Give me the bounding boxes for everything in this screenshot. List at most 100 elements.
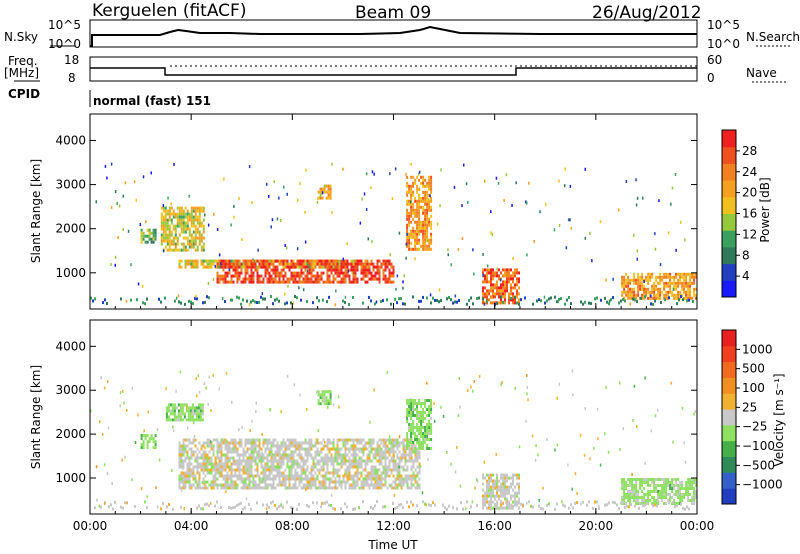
data-region bbox=[621, 478, 697, 505]
nave-tick-bottom: 0 bbox=[707, 71, 715, 85]
freq-tick-top: 18 bbox=[64, 53, 80, 67]
nsearch-tick-top: 10^5 bbox=[707, 18, 740, 32]
colorbar-segment bbox=[722, 472, 736, 489]
colorbar-segment bbox=[722, 456, 736, 473]
colorbar-tick-label: 100 bbox=[742, 381, 765, 395]
scatter-echoes bbox=[95, 162, 686, 307]
colorbar-segment bbox=[722, 440, 736, 457]
power-heatmap bbox=[90, 162, 697, 307]
x-tick-label: 04:00 bbox=[174, 519, 209, 533]
nsky-trace bbox=[90, 25, 697, 47]
data-region bbox=[406, 175, 433, 251]
colorbar-segment bbox=[722, 146, 736, 164]
colorbar-segment bbox=[722, 130, 736, 148]
power-axes: 1000 2000 3000 4000 bbox=[55, 114, 698, 309]
velocity-colorbar: 1000 500 100 25 −25 −100 −500 −1000 bbox=[721, 329, 783, 505]
colorbar-segment bbox=[722, 393, 736, 410]
x-tick-label: 12:00 bbox=[376, 519, 411, 533]
cpid-value: normal (fast) 151 bbox=[93, 94, 211, 108]
colorbar-segment bbox=[722, 409, 736, 426]
data-region bbox=[482, 473, 520, 510]
colorbar-segment bbox=[722, 330, 736, 347]
colorbar-segment bbox=[722, 263, 736, 281]
colorbar-tick-label: 16 bbox=[742, 207, 757, 221]
nave-tick-top: 60 bbox=[707, 53, 723, 67]
colorbar-segment bbox=[722, 180, 736, 198]
y-tick-label: 4000 bbox=[55, 133, 86, 147]
colorbar-tick-label: −100 bbox=[742, 439, 775, 453]
x-tick-label: 00:00 bbox=[73, 519, 108, 533]
freq-unit: [MHz] bbox=[4, 66, 40, 80]
data-region bbox=[482, 268, 520, 305]
colorbar-tick-label: 12 bbox=[742, 227, 757, 241]
freq-tick-bottom: 8 bbox=[68, 71, 76, 85]
x-tick-label: 16:00 bbox=[477, 519, 512, 533]
x-tick-label: 00:00 bbox=[680, 519, 715, 533]
y-tick-label: 4000 bbox=[55, 339, 86, 353]
nsky-label: N.Sky bbox=[4, 30, 39, 44]
velocity-colorbar-label: Velocity [m s⁻¹] bbox=[772, 373, 786, 466]
nsearch-label: N.Search bbox=[746, 30, 800, 44]
nsky-tick-bottom: 10^0 bbox=[48, 37, 81, 51]
velocity-heatmap bbox=[90, 369, 697, 511]
data-region bbox=[140, 228, 157, 244]
near-range-band bbox=[90, 295, 694, 306]
colorbar-tick-label: 25 bbox=[742, 400, 757, 414]
colorbar-tick-label: −500 bbox=[742, 458, 775, 472]
freq-label: Freq. bbox=[8, 54, 38, 68]
freq-panel-frame bbox=[89, 56, 698, 82]
x-tick-label: 20:00 bbox=[579, 519, 614, 533]
y-tick-label: 1000 bbox=[55, 266, 86, 280]
data-region bbox=[178, 438, 421, 490]
x-tick-label: 08:00 bbox=[275, 519, 310, 533]
data-region bbox=[140, 434, 157, 450]
velocity-axes: 00:00 04:00 08:00 12:00 16:00 20:00 00:00 1000 2… bbox=[55, 320, 714, 533]
colorbar-tick-label: −25 bbox=[742, 420, 767, 434]
cpid-label: CPID bbox=[8, 87, 41, 101]
nsearch-tick-bottom: 10^0 bbox=[707, 37, 740, 51]
colorbar-segment bbox=[722, 213, 736, 231]
y-tick-label: 1000 bbox=[55, 471, 86, 485]
beam-title: Beam 09 bbox=[355, 3, 432, 23]
station-title: Kerguelen (fitACF) bbox=[92, 1, 247, 21]
colorbar-tick-label: 1000 bbox=[742, 342, 773, 356]
colorbar-segment bbox=[722, 230, 736, 248]
x-axis-label: Time UT bbox=[367, 538, 418, 552]
date-title: 26/Aug/2012 bbox=[592, 3, 702, 23]
colorbar-segment bbox=[722, 488, 736, 505]
colorbar-segment bbox=[722, 377, 736, 394]
data-region bbox=[160, 206, 205, 252]
colorbar-segment bbox=[722, 280, 736, 298]
colorbar-segment bbox=[722, 163, 736, 181]
data-region bbox=[621, 272, 697, 300]
power-colorbar: 28 24 20 16 12 8 4 bbox=[721, 129, 757, 298]
colorbar-tick-label: 4 bbox=[742, 269, 750, 283]
colorbar-segment bbox=[722, 246, 736, 265]
scatter-echoes bbox=[90, 369, 697, 511]
nsky-tick-top: 10^5 bbox=[48, 18, 81, 32]
velocity-ylabel: Slant Range [km] bbox=[29, 365, 43, 469]
y-tick-label: 2000 bbox=[55, 222, 86, 236]
colorbar-segment bbox=[722, 361, 736, 378]
y-tick-label: 2000 bbox=[55, 427, 86, 441]
colorbar-tick-label: 20 bbox=[742, 186, 757, 200]
colorbar-segment bbox=[722, 424, 736, 442]
freq-trace bbox=[90, 67, 697, 76]
nave-label: Nave bbox=[746, 66, 777, 80]
colorbar-tick-label: 24 bbox=[742, 165, 757, 179]
data-region bbox=[165, 403, 204, 422]
power-colorbar-label: Power [dB] bbox=[758, 177, 772, 242]
data-region bbox=[216, 259, 395, 284]
colorbar-segment bbox=[722, 345, 736, 363]
y-tick-label: 3000 bbox=[55, 178, 86, 192]
y-tick-label: 3000 bbox=[55, 383, 86, 397]
colorbar-tick-label: 28 bbox=[742, 144, 757, 158]
colorbar-tick-label: −1000 bbox=[742, 478, 783, 492]
colorbar-tick-label: 8 bbox=[742, 248, 750, 262]
colorbar-tick-label: 500 bbox=[742, 362, 765, 376]
data-region bbox=[317, 184, 332, 200]
colorbar-frame bbox=[721, 329, 737, 505]
data-region bbox=[317, 390, 332, 406]
colorbar-segment bbox=[722, 196, 736, 214]
